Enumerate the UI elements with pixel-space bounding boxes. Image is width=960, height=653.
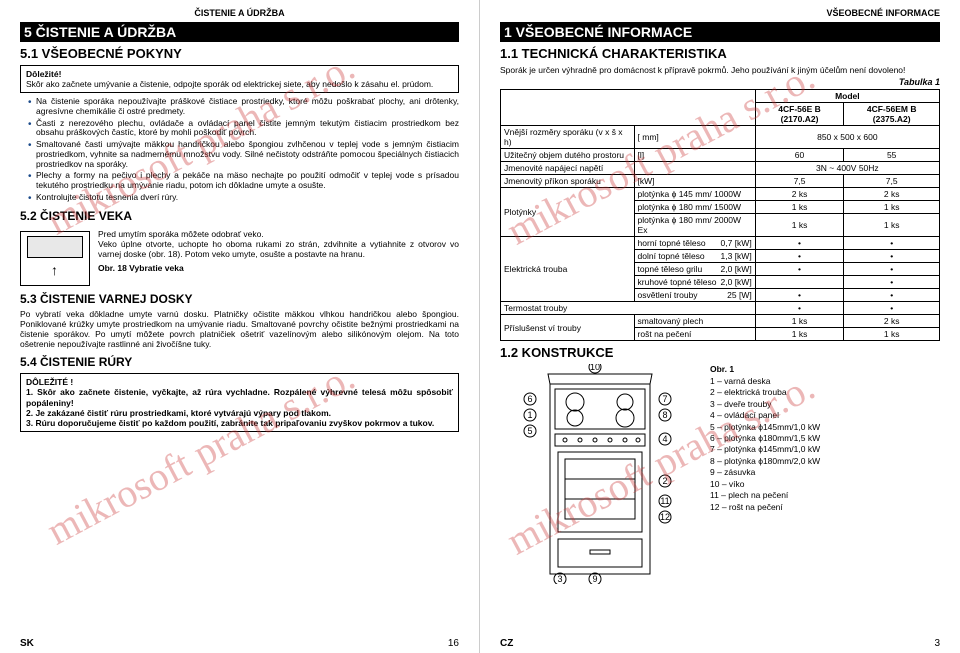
veko-diagram: ↑ [20, 231, 90, 286]
model-header: Model [755, 90, 939, 103]
legend-item: 1 – varná deska [710, 376, 820, 387]
numlist-item: 1. Skôr ako začnete čistenie, vyčkajte, … [26, 387, 453, 407]
right-footer: CZ 3 [480, 638, 960, 649]
veko-section: ↑ Pred umytím sporáka môžete odobrať vek… [20, 227, 459, 286]
right-page: VŠEOBECNÉ INFORMACE 1 VŠEOBECNÉ INFORMAC… [480, 0, 960, 653]
legend-item: 10 – víko [710, 479, 820, 490]
numlist-item: 3. Rúru doporučujeme čistiť po každom po… [26, 418, 453, 428]
left-footer: SK 16 [0, 638, 479, 649]
svg-text:4: 4 [662, 434, 667, 444]
bullets-1: Na čistenie sporáka nepoužívajte práškov… [20, 97, 459, 203]
legend-item: 8 – plotýnka ϕ180mm/2,0 kW [710, 456, 820, 467]
bullet-item: Smaltované časti umývajte mäkkou handrič… [28, 140, 459, 169]
box1-text: Skôr ako začnete umývanie a čistenie, od… [26, 79, 433, 89]
right-footer-page: 3 [934, 638, 940, 649]
svg-text:7: 7 [662, 394, 667, 404]
legend-item: 11 – plech na pečení [710, 490, 820, 501]
spec-table: Model 4CF-56E B (2170.A2) 4CF-56EM B (23… [500, 89, 940, 341]
legend-item: 3 – dveře trouby [710, 399, 820, 410]
right-top-header: VŠEOBECNÉ INFORMACE [500, 8, 940, 18]
termostat-label: Termostat trouby [501, 302, 756, 315]
left-page: ČISTENIE A ÚDRŽBA 5 ČISTENIE A ÚDRŽBA 5.… [0, 0, 480, 653]
left-footer-lang: SK [20, 638, 34, 649]
warning-box-1: Dôležité! Skôr ako začnete umývanie a či… [20, 65, 459, 93]
termostat-v2: • [844, 302, 940, 315]
svg-text:12: 12 [660, 512, 670, 522]
veko-text: Pred umytím sporáka môžete odobrať veko.… [98, 229, 459, 260]
svg-text:1: 1 [527, 410, 532, 420]
left-footer-page: 16 [448, 638, 459, 649]
tabulka-label: Tabulka 1 [500, 77, 940, 87]
legend-item: 2 – elektrická trouba [710, 387, 820, 398]
legend-item: 12 – rošt na pečení [710, 502, 820, 513]
legend-item: 7 – plotýnka ϕ145mm/1,0 kW [710, 444, 820, 455]
warning-box-2: DÔLEŽITÉ ! 1. Skôr ako začnete čistenie,… [20, 373, 459, 432]
legend-item: 4 – ovládací panel [710, 410, 820, 421]
right-h2-2: 1.2 KONSTRUKCE [500, 345, 940, 360]
left-h1: 5 ČISTENIE A ÚDRŽBA [20, 22, 459, 42]
legend-item: 6 – plotýnka ϕ180mm/1,5 kW [710, 433, 820, 444]
svg-text:5: 5 [527, 426, 532, 436]
svg-text:6: 6 [527, 394, 532, 404]
right-footer-lang: CZ [500, 638, 513, 649]
box1-title: Dôležité! [26, 69, 61, 79]
legend-item: 9 – zásuvka [710, 467, 820, 478]
svg-text:11: 11 [660, 496, 669, 506]
left-top-header: ČISTENIE A ÚDRŽBA [20, 8, 459, 18]
model-1: 4CF-56EM B (2375.A2) [844, 103, 940, 126]
stove-diagram: 123456789101112 [500, 364, 700, 584]
veko-caption: Obr. 18 Vybratie veka [98, 263, 459, 273]
bullet-item: Na čistenie sporáka nepoužívajte práškov… [28, 97, 459, 117]
right-h1: 1 VŠEOBECNÉ INFORMACE [500, 22, 940, 42]
konstrukce-section: 123456789101112 Obr. 1 1 – varná deska2 … [500, 364, 940, 584]
right-h2-1: 1.1 TECHNICKÁ CHARAKTERISTIKA [500, 46, 940, 61]
numlist-item: 2. Je zakázané čistiť rúru prostriedkami… [26, 408, 453, 418]
model-0: 4CF-56E B (2170.A2) [755, 103, 844, 126]
box2-title: DÔLEŽITÉ ! [26, 377, 73, 387]
left-h2-4: 5.4 ČISTENIE RÚRY [20, 355, 459, 369]
termostat-v1: • [755, 302, 844, 315]
svg-text:8: 8 [662, 410, 667, 420]
legend-title: Obr. 1 [710, 364, 820, 375]
left-h2-3: 5.3 ČISTENIE VARNEJ DOSKY [20, 292, 459, 306]
svg-text:2: 2 [662, 476, 667, 486]
left-h2-2: 5.2 ČISTENIE VEKA [20, 209, 459, 223]
bullet-item: Plechy a formy na pečivo i plechy a peká… [28, 171, 459, 191]
bullet-item: Časti z nerezového plechu, ovládače a ov… [28, 119, 459, 139]
bullet-item: Kontrolujte čistotu tesnenia dverí rúry. [28, 193, 459, 203]
right-intro: Sporák je určen výhradně pro domácnost k… [500, 65, 940, 75]
svg-text:10: 10 [590, 364, 600, 372]
legend-item: 5 – plotýnka ϕ145mm/1,0 kW [710, 422, 820, 433]
legend: Obr. 1 1 – varná deska2 – elektrická tro… [710, 364, 820, 584]
left-h2-1: 5.1 VŠEOBECNÉ POKYNY [20, 46, 459, 61]
numbered-list: 1. Skôr ako začnete čistenie, vyčkajte, … [26, 387, 453, 428]
svg-text:3: 3 [557, 574, 562, 584]
svg-text:9: 9 [592, 574, 597, 584]
para-3: Po vybratí veka dôkladne umyte varnú dos… [20, 309, 459, 350]
